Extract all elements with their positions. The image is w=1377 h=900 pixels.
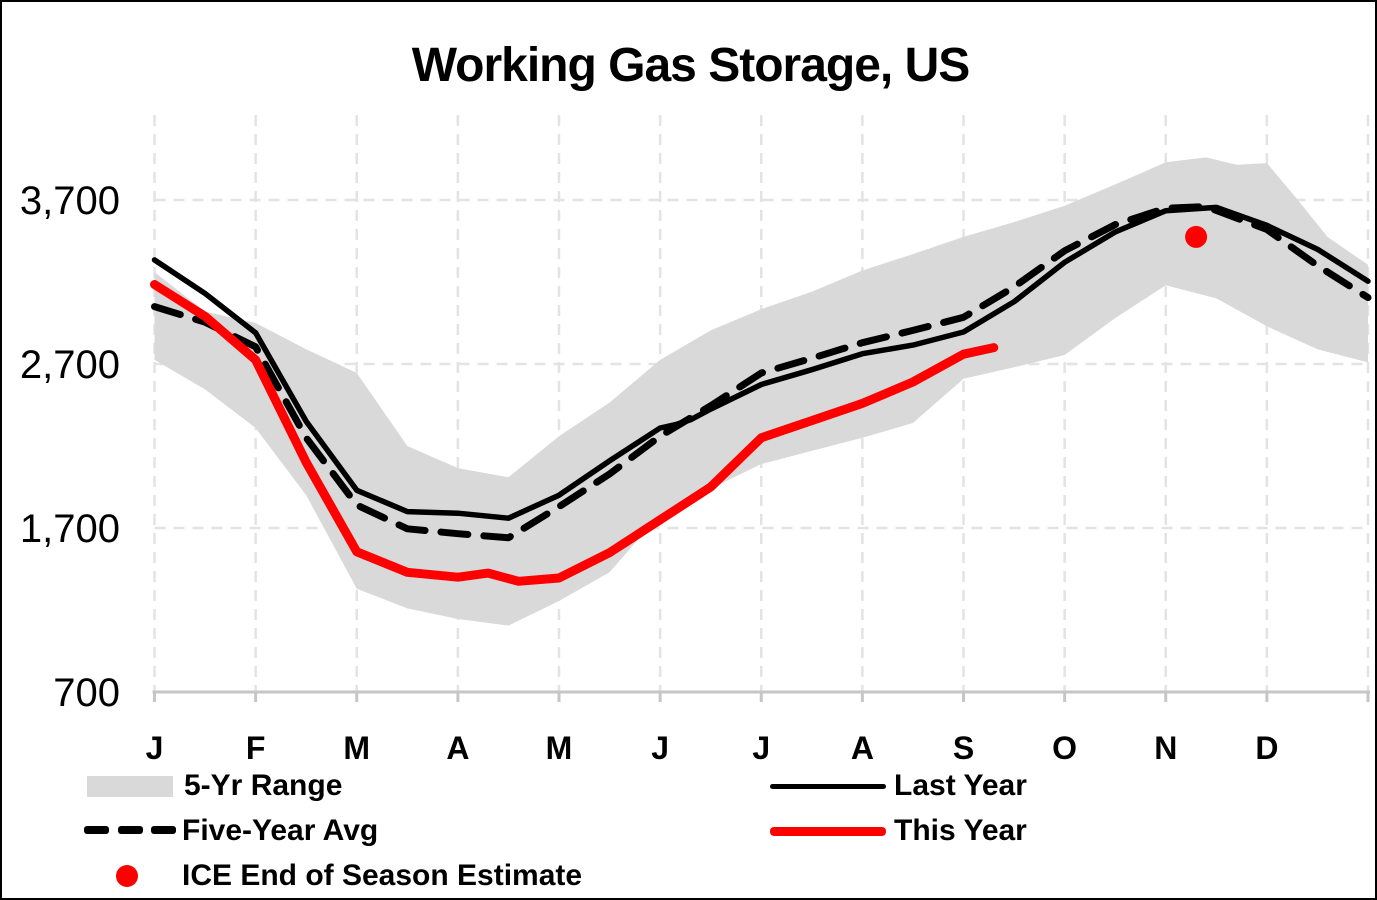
legend-label-this-year: This Year xyxy=(894,814,1027,847)
legend-swatch-5yr-range xyxy=(87,776,173,797)
y-tick-label: 700 xyxy=(53,671,120,715)
legend-swatch-last-year xyxy=(770,784,886,789)
legend-swatch-five-year-avg xyxy=(84,826,176,834)
x-tick-label: M xyxy=(343,730,370,766)
legend-label-ice-estimate: ICE End of Season Estimate xyxy=(182,859,583,892)
five-year-avg-line xyxy=(151,203,1372,542)
legend-swatch-this-year xyxy=(770,827,886,836)
x-tick-label: S xyxy=(953,730,974,766)
x-tick-label: O xyxy=(1052,730,1077,766)
x-tick-label: D xyxy=(1255,730,1278,766)
x-tick-label: A xyxy=(446,730,469,766)
ice-estimate-dot xyxy=(1185,225,1208,248)
x-tick-label: M xyxy=(546,730,573,766)
this-year-line xyxy=(150,280,999,586)
x-tick-label: F xyxy=(246,730,266,766)
legend-label-5yr-range: 5-Yr Range xyxy=(184,769,343,802)
y-tick-label: 2,700 xyxy=(20,343,120,387)
x-tick-label: J xyxy=(651,730,669,766)
x-tick-label: N xyxy=(1154,730,1177,766)
x-tick-label: A xyxy=(851,730,874,766)
x-tick-label: J xyxy=(752,730,770,766)
legend-label-last-year: Last Year xyxy=(894,769,1027,802)
legend-swatch-ice-estimate-dot xyxy=(116,865,138,887)
y-tick-label: 1,700 xyxy=(20,507,120,551)
y-tick-label: 3,700 xyxy=(20,179,120,223)
five-year-range-band xyxy=(154,157,1368,626)
chart-title: Working Gas Storage, US xyxy=(411,39,971,92)
x-tick-label: J xyxy=(146,730,164,766)
legend-label-five-year-avg: Five-Year Avg xyxy=(182,814,379,847)
